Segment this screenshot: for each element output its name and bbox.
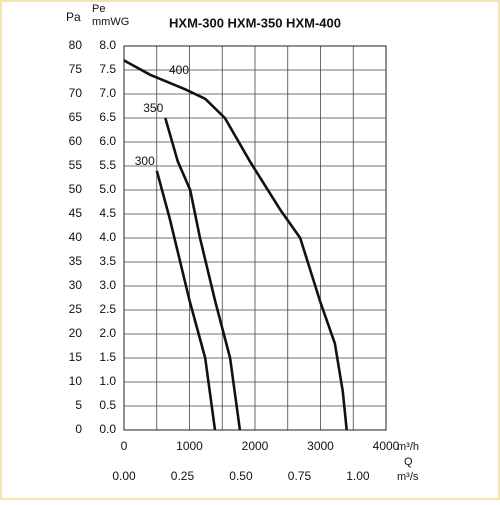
line (123, 59, 348, 431)
y2-tick-label: 1.5 (99, 350, 116, 364)
y-tick-label: 0 (75, 422, 82, 436)
y-axis-label: Pa (66, 10, 81, 24)
series-label: 350 (143, 101, 163, 115)
y2-tick-label: 5.0 (99, 182, 116, 196)
y-tick-label: 10 (69, 374, 83, 388)
x-tick-label: 0 (121, 439, 128, 453)
y-tick-label: 20 (69, 326, 83, 340)
y-tick-label: 70 (69, 86, 83, 100)
x2-tick-label: 0.75 (288, 469, 312, 483)
x-tick-label: 1000 (176, 439, 203, 453)
y2-tick-label: 3.5 (99, 254, 116, 268)
y-tick-label: 15 (69, 350, 83, 364)
y2-tick-label: 7.5 (99, 62, 116, 76)
x2-tick-label: 0.50 (229, 469, 253, 483)
y2-tick-label: 6.0 (99, 134, 116, 148)
x-tick-label: 4000 (373, 439, 400, 453)
y2-tick-label: 2.0 (99, 326, 116, 340)
x2-tick-label: 0.00 (112, 469, 136, 483)
x2-axis-label: Q (404, 456, 413, 468)
x-tick-label: 2000 (242, 439, 269, 453)
x2-tick-label: 1.00 (346, 469, 370, 483)
y2-tick-label: 2.5 (99, 302, 116, 316)
chart-title: HXM-300 HXM-350 HXM-400 (169, 15, 341, 30)
series-label: 300 (135, 154, 155, 168)
line (164, 117, 242, 431)
x2-axis-label: m³/s (397, 471, 419, 483)
y2-tick-label: 1.0 (99, 374, 116, 388)
y2-tick-label: 0.5 (99, 398, 116, 412)
y2-tick-label: 4.0 (99, 230, 116, 244)
y-tick-label: 30 (69, 278, 83, 292)
y2-tick-label: 7.0 (99, 86, 116, 100)
y2-tick-label: 5.5 (99, 158, 116, 172)
y2-axis-label: mmWG (92, 16, 129, 28)
y-tick-label: 45 (69, 206, 83, 220)
y-tick-label: 25 (69, 302, 83, 316)
line (155, 170, 217, 431)
y-tick-label: 80 (69, 38, 83, 52)
y-tick-label: 75 (69, 62, 83, 76)
y-tick-label: 40 (69, 230, 83, 244)
y2-tick-label: 8.0 (99, 38, 116, 52)
x-axis-label: m³/h (397, 441, 419, 453)
y-tick-label: 35 (69, 254, 83, 268)
y2-tick-label: 6.5 (99, 110, 116, 124)
y2-tick-label: 3.0 (99, 278, 116, 292)
y2-tick-label: 0.0 (99, 422, 116, 436)
y-tick-label: 60 (69, 134, 83, 148)
y-tick-label: 50 (69, 182, 83, 196)
y-tick-label: 55 (69, 158, 83, 172)
x-tick-label: 3000 (307, 439, 334, 453)
y-tick-label: 5 (75, 398, 82, 412)
y-tick-label: 65 (69, 110, 83, 124)
plot-border (123, 45, 387, 431)
y2-axis-label: Pe (92, 3, 105, 15)
y2-tick-label: 4.5 (99, 206, 116, 220)
x2-tick-label: 0.25 (171, 469, 195, 483)
series-label: 400 (169, 63, 189, 77)
